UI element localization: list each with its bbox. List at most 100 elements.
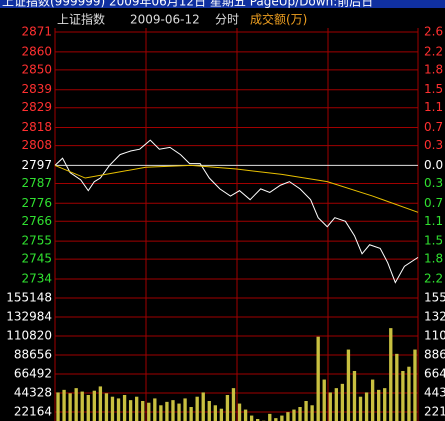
volume-bar [316,336,320,421]
volume-bar [286,412,290,421]
y-tick-label: 2850 [21,62,52,76]
right-tick-label: 0.0 [424,158,443,172]
y-tick-label: 2860 [21,44,52,58]
volume-bar [195,396,199,421]
volume-bar [177,403,181,421]
volume-bar [322,379,326,421]
right-tick-label: 2.6 [424,25,443,39]
volume-bar [153,398,157,421]
volume-bar [128,400,133,421]
volume-bar [110,396,115,421]
volume-bar [201,392,205,421]
volume-bar [370,379,375,421]
title-bar [0,0,445,8]
volume-bar [116,398,121,421]
y-tick-label: 2871 [21,25,52,39]
y-tick-label: 2766 [21,214,52,228]
volume-bar [225,394,230,421]
y-tick-label: 2787 [21,176,52,190]
header-mode: 分时 [215,13,239,27]
right-tick-label: 1.1 [424,100,443,114]
right-tick-label: 1.5 [424,82,443,96]
right-tick-label: 0.7 [424,196,443,210]
right-tick-label: 1.8 [424,252,443,266]
right-tick-label: 2.2 [424,44,443,58]
volume-bar [280,415,284,421]
volume-bar [274,418,278,421]
volume-bar [304,400,308,421]
volume-bar [141,400,145,421]
volume-bar [352,370,357,421]
volume-bar [122,394,127,421]
header-indicator: 成交额(万) [250,12,307,27]
volume-bar [147,402,151,421]
y-tick-label: 2797 [21,158,52,172]
right-tick-label: 1.8 [424,62,443,76]
right-tick-label: 0.7 [424,120,443,134]
y-tick-label: 2839 [21,82,52,96]
volume-bar [189,406,193,421]
right-tick-label: 886 [424,348,445,362]
header-date: 2009-06-12 [130,13,200,27]
volume-bar [328,392,332,421]
y-tick-label: 2745 [21,252,52,266]
volume-bar [213,405,217,421]
volume-bar [135,396,139,421]
volume-bar [62,389,66,421]
volume-bar [268,413,272,421]
right-tick-label: 1.1 [424,214,443,228]
volume-bar [104,393,109,421]
volume-bar [159,405,163,421]
y-tick-label: 2818 [21,120,52,134]
y-tick-label: 2734 [21,272,52,286]
right-tick-label: 0.3 [424,176,443,190]
volume-bar [243,409,248,421]
y-tick-label: 110820 [6,329,52,343]
right-tick-label: 2.2 [424,272,443,286]
volume-bar [407,366,411,421]
volume-bar [310,405,314,421]
volume-bar [346,349,351,421]
volume-bar [56,392,60,421]
volume-bar [340,383,345,421]
volume-bar [74,388,78,421]
right-tick-label: 132 [424,310,445,324]
right-tick-label: 664 [424,367,445,381]
volume-bar [165,401,169,421]
volume-bar [358,396,363,421]
volume-bar [237,403,242,421]
y-tick-label: 132984 [6,310,52,324]
volume-bar [401,370,405,421]
volume-bar [231,388,236,421]
volume-bar [219,408,224,421]
volume-bar [249,415,254,421]
y-tick-label: 66492 [14,367,52,381]
series-line [54,139,419,284]
volume-bar [68,393,72,421]
volume-bar [298,406,302,421]
volume-bar [413,349,417,421]
right-tick-label: 1.5 [424,234,443,248]
volume-bar [171,400,175,421]
volume-bar [389,328,393,421]
y-tick-label: 155148 [6,291,52,305]
right-tick-label: 110 [424,329,445,343]
y-tick-label: 2829 [21,100,52,114]
volume-bar [256,418,260,421]
window-title: 上证指数(999999) 2009年06月12日 星期五 PageUp/Down… [2,0,373,9]
y-tick-label: 2808 [21,138,52,152]
volume-bar [80,391,84,421]
right-tick-label: 443 [424,386,445,400]
y-tick-label: 88656 [14,348,52,362]
volume-bar [334,388,338,421]
volume-bar [377,389,381,421]
right-tick-label: 0.3 [424,138,443,152]
volume-bar [364,392,369,421]
y-tick-label: 22164 [14,405,52,419]
volume-bar [395,353,399,421]
volume-bar [92,390,96,421]
volume-bar [383,388,387,421]
y-tick-label: 2755 [21,234,52,248]
